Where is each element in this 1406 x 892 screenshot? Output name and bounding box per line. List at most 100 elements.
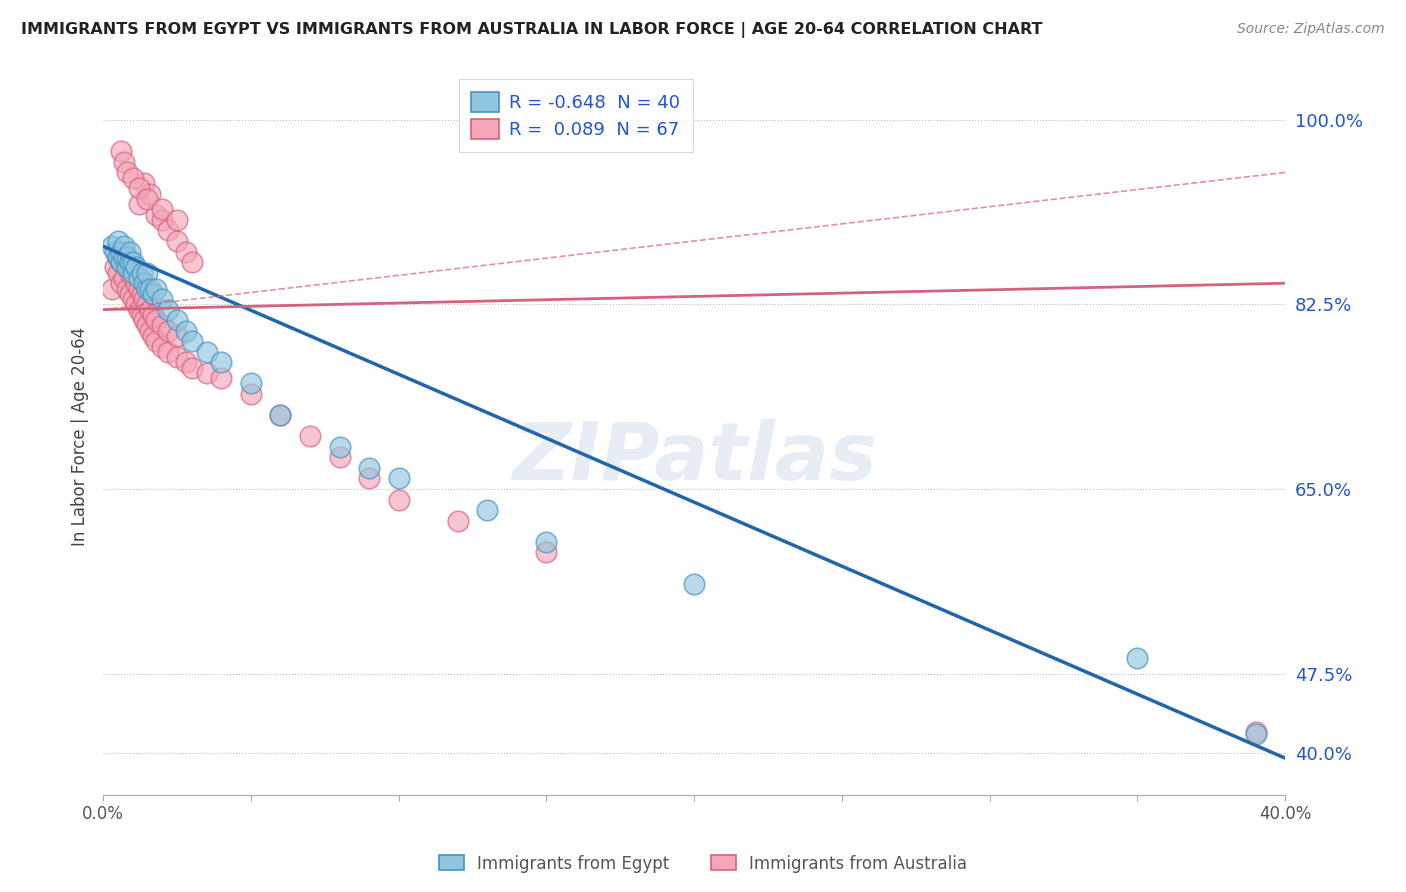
Point bbox=[157, 344, 180, 359]
Point bbox=[124, 260, 146, 275]
Point bbox=[139, 186, 162, 201]
Point bbox=[107, 250, 129, 264]
Point bbox=[166, 350, 188, 364]
Point bbox=[166, 313, 188, 327]
Point bbox=[145, 313, 167, 327]
Point bbox=[112, 244, 135, 259]
Point bbox=[115, 281, 138, 295]
Point bbox=[166, 213, 188, 227]
Point bbox=[131, 266, 153, 280]
Point bbox=[388, 492, 411, 507]
Point bbox=[136, 297, 159, 311]
Point bbox=[124, 297, 146, 311]
Point bbox=[128, 181, 150, 195]
Point bbox=[112, 271, 135, 285]
Point bbox=[180, 255, 202, 269]
Point bbox=[150, 292, 173, 306]
Point bbox=[359, 471, 381, 485]
Point bbox=[121, 255, 143, 269]
Point bbox=[136, 281, 159, 295]
Point bbox=[142, 329, 165, 343]
Point bbox=[128, 271, 150, 285]
Point bbox=[134, 313, 156, 327]
Point bbox=[101, 239, 124, 253]
Point bbox=[174, 244, 197, 259]
Point bbox=[112, 154, 135, 169]
Point bbox=[195, 366, 218, 380]
Text: Source: ZipAtlas.com: Source: ZipAtlas.com bbox=[1237, 22, 1385, 37]
Text: IMMIGRANTS FROM EGYPT VS IMMIGRANTS FROM AUSTRALIA IN LABOR FORCE | AGE 20-64 CO: IMMIGRANTS FROM EGYPT VS IMMIGRANTS FROM… bbox=[21, 22, 1043, 38]
Point bbox=[683, 577, 706, 591]
Point bbox=[118, 244, 141, 259]
Point bbox=[136, 192, 159, 206]
Point bbox=[269, 408, 291, 422]
Point bbox=[298, 429, 321, 443]
Y-axis label: In Labor Force | Age 20-64: In Labor Force | Age 20-64 bbox=[72, 326, 89, 546]
Point bbox=[150, 213, 173, 227]
Point bbox=[209, 371, 232, 385]
Point bbox=[157, 324, 180, 338]
Point bbox=[209, 355, 232, 369]
Point bbox=[121, 266, 143, 280]
Point bbox=[110, 255, 132, 269]
Legend: Immigrants from Egypt, Immigrants from Australia: Immigrants from Egypt, Immigrants from A… bbox=[432, 848, 974, 880]
Point bbox=[101, 281, 124, 295]
Point bbox=[110, 145, 132, 159]
Point bbox=[142, 308, 165, 322]
Point bbox=[388, 471, 411, 485]
Point bbox=[104, 244, 127, 259]
Point bbox=[142, 286, 165, 301]
Point bbox=[118, 286, 141, 301]
Point bbox=[115, 260, 138, 275]
Point bbox=[110, 277, 132, 291]
Legend: R = -0.648  N = 40, R =  0.089  N = 67: R = -0.648 N = 40, R = 0.089 N = 67 bbox=[458, 79, 693, 152]
Point bbox=[104, 260, 127, 275]
Point bbox=[269, 408, 291, 422]
Point bbox=[121, 271, 143, 285]
Point bbox=[239, 387, 262, 401]
Point bbox=[174, 324, 197, 338]
Point bbox=[1333, 730, 1355, 744]
Point bbox=[115, 260, 138, 275]
Point bbox=[110, 255, 132, 269]
Point bbox=[107, 234, 129, 248]
Point bbox=[124, 277, 146, 291]
Point bbox=[359, 461, 381, 475]
Point bbox=[118, 266, 141, 280]
Point bbox=[195, 344, 218, 359]
Point bbox=[121, 292, 143, 306]
Point bbox=[139, 302, 162, 317]
Point bbox=[150, 318, 173, 333]
Point bbox=[128, 281, 150, 295]
Point bbox=[166, 329, 188, 343]
Point bbox=[157, 223, 180, 237]
Point bbox=[174, 355, 197, 369]
Point bbox=[536, 545, 558, 559]
Point bbox=[239, 376, 262, 391]
Point bbox=[150, 202, 173, 217]
Point bbox=[157, 302, 180, 317]
Point bbox=[139, 281, 162, 295]
Point bbox=[447, 514, 470, 528]
Point bbox=[328, 440, 350, 454]
Point bbox=[128, 302, 150, 317]
Point bbox=[145, 334, 167, 349]
Point bbox=[128, 197, 150, 211]
Point bbox=[536, 534, 558, 549]
Point bbox=[145, 208, 167, 222]
Point bbox=[118, 255, 141, 269]
Point bbox=[121, 170, 143, 185]
Point bbox=[134, 176, 156, 190]
Point bbox=[180, 360, 202, 375]
Point bbox=[136, 318, 159, 333]
Point bbox=[328, 450, 350, 465]
Point bbox=[115, 165, 138, 179]
Text: ZIPatlas: ZIPatlas bbox=[512, 418, 877, 497]
Point bbox=[166, 234, 188, 248]
Point bbox=[110, 244, 132, 259]
Point bbox=[150, 340, 173, 354]
Point bbox=[180, 334, 202, 349]
Point bbox=[1244, 727, 1267, 741]
Point bbox=[112, 239, 135, 253]
Point bbox=[131, 308, 153, 322]
